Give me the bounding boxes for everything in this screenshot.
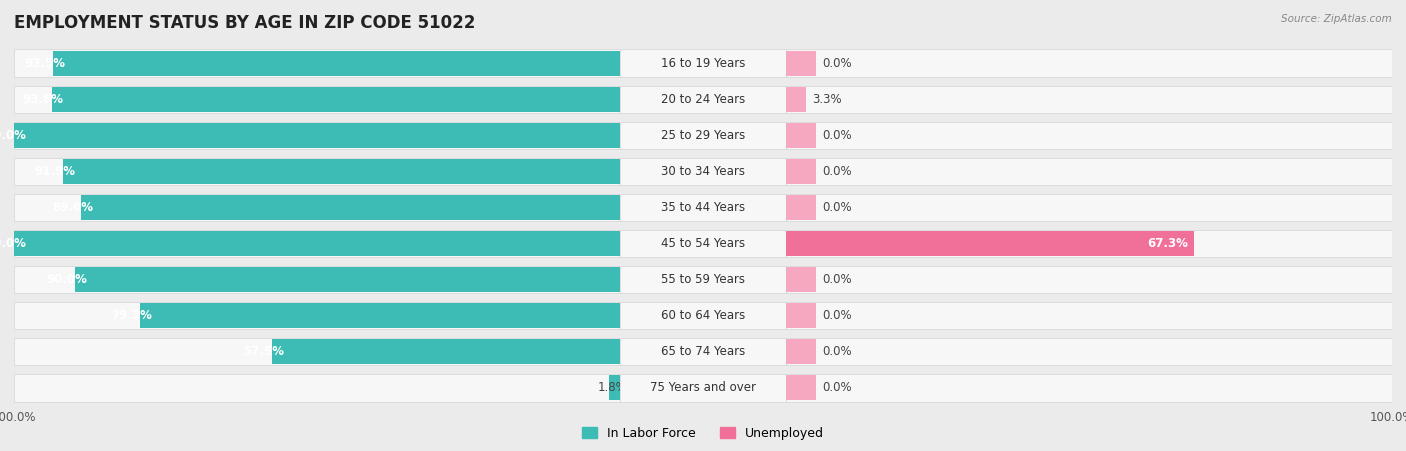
Text: 0.0%: 0.0%: [823, 273, 852, 286]
Bar: [53, 51, 620, 76]
Bar: [620, 338, 786, 365]
Bar: [786, 122, 1392, 149]
Text: 0.0%: 0.0%: [823, 129, 852, 142]
Text: 20 to 24 Years: 20 to 24 Years: [661, 93, 745, 106]
Bar: [786, 50, 1392, 77]
Bar: [14, 86, 620, 113]
Bar: [786, 86, 1392, 113]
Bar: [271, 339, 620, 364]
Text: 35 to 44 Years: 35 to 44 Years: [661, 201, 745, 214]
Bar: [14, 123, 620, 148]
Bar: [620, 122, 786, 149]
Text: 100.0%: 100.0%: [0, 129, 27, 142]
Bar: [52, 87, 620, 112]
Bar: [786, 267, 815, 292]
Text: 16 to 19 Years: 16 to 19 Years: [661, 57, 745, 69]
Bar: [620, 86, 786, 113]
Text: 60 to 64 Years: 60 to 64 Years: [661, 309, 745, 322]
Bar: [14, 302, 620, 329]
Bar: [786, 195, 815, 220]
Text: 3.3%: 3.3%: [811, 93, 841, 106]
Text: 89.0%: 89.0%: [52, 201, 93, 214]
Text: 100.0%: 100.0%: [0, 237, 27, 250]
Bar: [786, 375, 815, 400]
Bar: [14, 158, 620, 185]
Bar: [786, 339, 815, 364]
Bar: [786, 51, 815, 76]
Bar: [14, 374, 620, 401]
Bar: [75, 267, 620, 292]
Bar: [620, 194, 786, 221]
Bar: [620, 50, 786, 77]
Text: 93.8%: 93.8%: [22, 93, 63, 106]
Text: 30 to 34 Years: 30 to 34 Years: [661, 165, 745, 178]
Text: 0.0%: 0.0%: [823, 165, 852, 178]
Bar: [786, 266, 1392, 293]
Bar: [14, 50, 620, 77]
Text: 90.0%: 90.0%: [46, 273, 87, 286]
Bar: [786, 230, 1392, 257]
Bar: [620, 230, 786, 257]
Bar: [620, 302, 786, 329]
Text: 0.0%: 0.0%: [823, 57, 852, 69]
Bar: [786, 194, 1392, 221]
Text: 0.0%: 0.0%: [823, 382, 852, 394]
Text: 75 Years and over: 75 Years and over: [650, 382, 756, 394]
Bar: [786, 374, 1392, 401]
Text: 67.3%: 67.3%: [1147, 237, 1188, 250]
Bar: [609, 375, 620, 400]
Bar: [14, 338, 620, 365]
Bar: [620, 374, 786, 401]
Bar: [786, 231, 1194, 256]
Bar: [786, 338, 1392, 365]
Text: 25 to 29 Years: 25 to 29 Years: [661, 129, 745, 142]
Bar: [786, 87, 806, 112]
Text: 0.0%: 0.0%: [823, 201, 852, 214]
Bar: [139, 303, 620, 328]
Bar: [14, 122, 620, 149]
Bar: [14, 230, 620, 257]
Text: 45 to 54 Years: 45 to 54 Years: [661, 237, 745, 250]
Text: 65 to 74 Years: 65 to 74 Years: [661, 345, 745, 358]
Text: 1.8%: 1.8%: [598, 382, 627, 394]
Bar: [14, 194, 620, 221]
Text: 93.5%: 93.5%: [24, 57, 66, 69]
Bar: [620, 266, 786, 293]
Bar: [786, 159, 815, 184]
Text: 79.3%: 79.3%: [111, 309, 152, 322]
Bar: [14, 266, 620, 293]
Text: 0.0%: 0.0%: [823, 309, 852, 322]
Text: 91.9%: 91.9%: [34, 165, 76, 178]
Bar: [786, 231, 1194, 256]
Bar: [786, 158, 1392, 185]
Text: Source: ZipAtlas.com: Source: ZipAtlas.com: [1281, 14, 1392, 23]
Bar: [14, 231, 620, 256]
Bar: [80, 195, 620, 220]
Bar: [620, 158, 786, 185]
Bar: [786, 123, 815, 148]
Text: 57.5%: 57.5%: [243, 345, 284, 358]
Bar: [63, 159, 620, 184]
Text: EMPLOYMENT STATUS BY AGE IN ZIP CODE 51022: EMPLOYMENT STATUS BY AGE IN ZIP CODE 510…: [14, 14, 475, 32]
Bar: [786, 302, 1392, 329]
Text: 0.0%: 0.0%: [823, 345, 852, 358]
Legend: In Labor Force, Unemployed: In Labor Force, Unemployed: [576, 422, 830, 445]
Text: 55 to 59 Years: 55 to 59 Years: [661, 273, 745, 286]
Bar: [786, 303, 815, 328]
